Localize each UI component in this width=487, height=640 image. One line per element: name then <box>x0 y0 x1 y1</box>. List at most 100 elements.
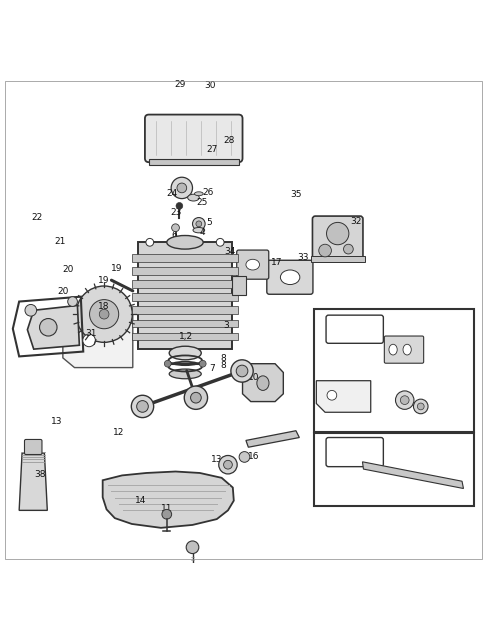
Text: 16: 16 <box>248 452 260 461</box>
Text: 37: 37 <box>324 431 337 442</box>
Text: 13: 13 <box>407 407 418 416</box>
Circle shape <box>177 183 187 193</box>
Text: 30: 30 <box>205 81 216 90</box>
Circle shape <box>186 541 199 554</box>
Text: 3: 3 <box>223 321 229 330</box>
Text: 35: 35 <box>290 190 301 199</box>
Circle shape <box>236 365 248 377</box>
Bar <box>311 256 365 262</box>
Circle shape <box>184 386 207 410</box>
Text: 22: 22 <box>32 212 43 221</box>
Text: 15: 15 <box>222 461 234 470</box>
Circle shape <box>68 297 77 307</box>
Text: 17: 17 <box>271 258 282 267</box>
Circle shape <box>137 401 149 412</box>
FancyBboxPatch shape <box>145 115 243 162</box>
Bar <box>314 433 474 506</box>
Circle shape <box>239 452 250 462</box>
Text: 14: 14 <box>135 496 146 505</box>
Text: 31: 31 <box>85 329 96 338</box>
Text: 30: 30 <box>389 436 399 445</box>
Ellipse shape <box>167 236 203 249</box>
Circle shape <box>343 244 353 254</box>
Circle shape <box>219 456 237 474</box>
Text: 38: 38 <box>35 470 46 479</box>
Circle shape <box>400 396 409 404</box>
Text: 12: 12 <box>112 428 124 437</box>
FancyBboxPatch shape <box>384 336 424 364</box>
Text: 19: 19 <box>111 264 122 273</box>
Text: 34: 34 <box>224 246 236 255</box>
Text: 13: 13 <box>211 455 223 465</box>
Text: 24: 24 <box>166 189 177 198</box>
Ellipse shape <box>257 376 269 390</box>
Text: 6: 6 <box>171 232 177 241</box>
Text: 9: 9 <box>235 373 241 382</box>
Text: 36: 36 <box>324 310 337 320</box>
Ellipse shape <box>169 346 201 360</box>
Circle shape <box>76 286 132 342</box>
Text: 8: 8 <box>220 355 226 364</box>
Text: 20: 20 <box>62 266 74 275</box>
Circle shape <box>146 239 154 246</box>
Circle shape <box>162 509 171 519</box>
Bar <box>132 267 238 275</box>
Text: 5: 5 <box>206 218 212 227</box>
Circle shape <box>417 403 424 410</box>
Polygon shape <box>27 305 79 349</box>
Circle shape <box>327 222 349 244</box>
Text: 18: 18 <box>98 302 110 311</box>
Text: 33: 33 <box>430 344 441 354</box>
Text: 13: 13 <box>388 401 398 410</box>
Text: 8: 8 <box>220 361 226 370</box>
Circle shape <box>216 239 224 246</box>
Circle shape <box>164 360 171 367</box>
FancyBboxPatch shape <box>24 440 42 454</box>
FancyBboxPatch shape <box>313 216 363 262</box>
Polygon shape <box>317 381 371 412</box>
FancyBboxPatch shape <box>237 250 269 279</box>
Text: 28: 28 <box>223 136 235 145</box>
Ellipse shape <box>187 194 199 201</box>
Text: 33: 33 <box>297 253 308 262</box>
Circle shape <box>231 360 253 382</box>
Ellipse shape <box>246 259 260 270</box>
Bar <box>132 280 238 288</box>
Circle shape <box>39 319 57 336</box>
Circle shape <box>413 399 428 413</box>
Ellipse shape <box>281 270 300 285</box>
Ellipse shape <box>389 344 397 355</box>
Circle shape <box>171 177 192 198</box>
Circle shape <box>395 391 414 410</box>
Text: 21: 21 <box>54 237 66 246</box>
Text: 27: 27 <box>412 439 423 449</box>
Text: 27: 27 <box>206 145 218 154</box>
Text: 34: 34 <box>412 353 423 362</box>
Circle shape <box>99 309 109 319</box>
Text: 11: 11 <box>161 504 172 513</box>
Ellipse shape <box>193 227 205 233</box>
Text: 31: 31 <box>350 387 360 396</box>
Circle shape <box>131 396 154 418</box>
Polygon shape <box>19 453 47 510</box>
Circle shape <box>190 392 201 403</box>
Circle shape <box>83 334 95 347</box>
Text: 4: 4 <box>200 228 206 237</box>
Bar <box>132 293 238 301</box>
Text: 23: 23 <box>171 208 182 217</box>
Circle shape <box>199 360 206 367</box>
Bar <box>149 159 239 165</box>
Text: 19: 19 <box>98 276 110 285</box>
Text: 27: 27 <box>412 322 423 331</box>
Circle shape <box>176 202 183 209</box>
Circle shape <box>319 244 331 257</box>
Polygon shape <box>246 431 300 447</box>
Text: 35: 35 <box>425 467 436 476</box>
Bar <box>132 319 238 327</box>
Bar <box>314 309 474 432</box>
Polygon shape <box>362 462 464 488</box>
Text: 32: 32 <box>351 218 362 227</box>
Polygon shape <box>103 472 234 528</box>
Text: 32: 32 <box>450 337 460 346</box>
FancyBboxPatch shape <box>267 260 313 294</box>
